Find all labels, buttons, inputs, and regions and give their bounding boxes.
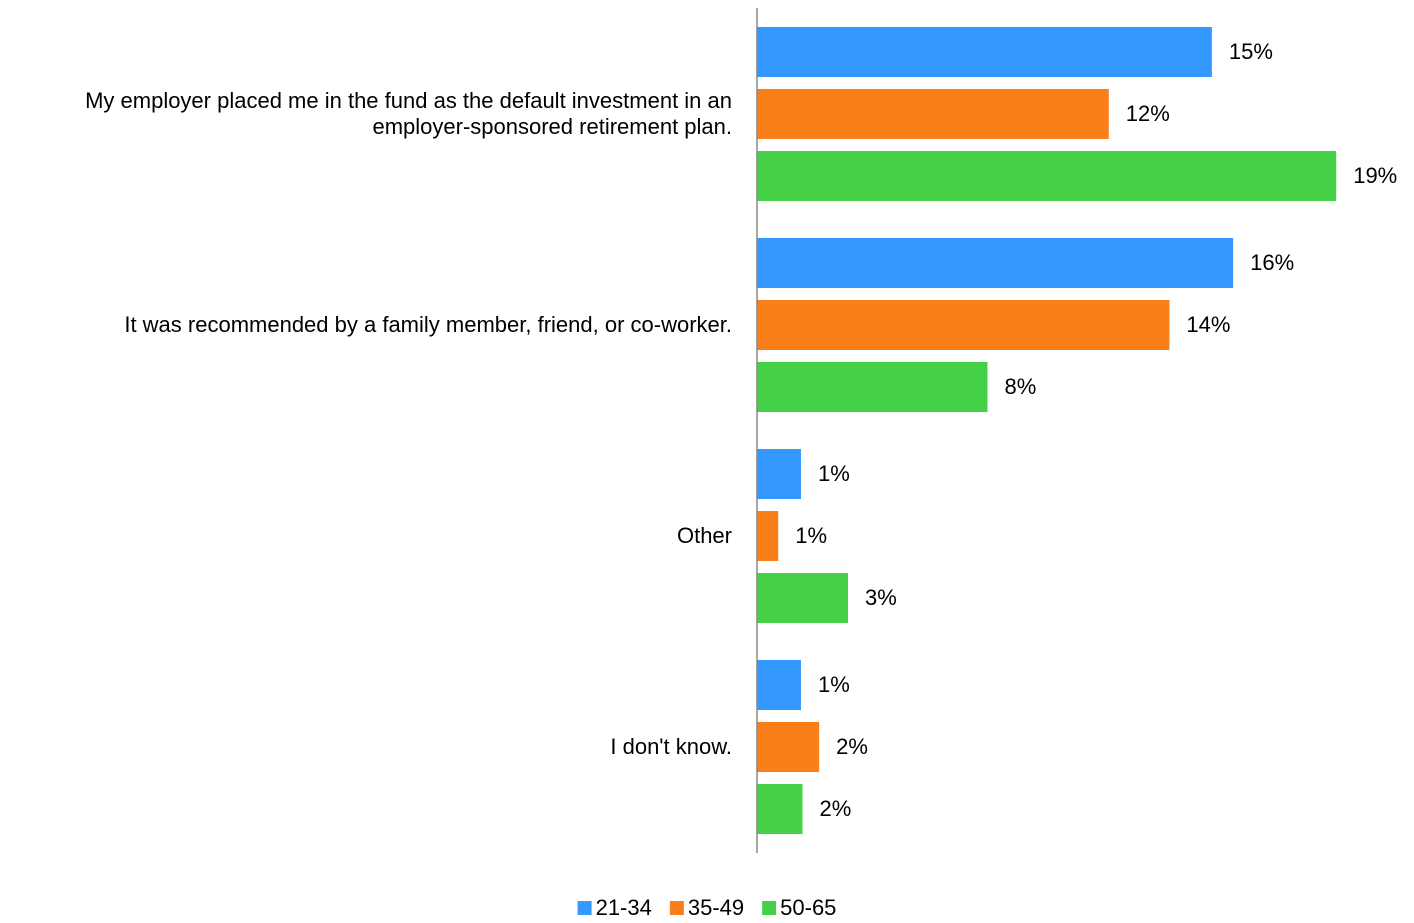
bar xyxy=(757,573,848,623)
y-tick-label: It was recommended by a family member, f… xyxy=(124,312,732,337)
data-label: 19% xyxy=(1353,163,1397,188)
data-label: 16% xyxy=(1250,250,1294,275)
data-label: 1% xyxy=(818,672,850,697)
bar xyxy=(757,151,1337,201)
legend-label: 21-34 xyxy=(596,895,652,920)
y-tick-label: I don't know. xyxy=(610,734,732,759)
data-label: 2% xyxy=(836,734,868,759)
y-tick-label: Other xyxy=(676,523,732,548)
bar xyxy=(757,511,779,561)
data-label: 1% xyxy=(818,461,850,486)
bar xyxy=(757,784,803,834)
data-label: 12% xyxy=(1126,101,1170,126)
legend-swatch xyxy=(669,901,684,915)
bar xyxy=(757,722,820,772)
bar xyxy=(757,27,1212,77)
data-label: 1% xyxy=(795,523,827,548)
data-label: 8% xyxy=(1004,374,1036,399)
bar xyxy=(757,449,801,499)
y-tick-label: My employer placed me in the fund as the… xyxy=(85,88,732,139)
legend-swatch xyxy=(762,901,777,915)
bar xyxy=(757,660,801,710)
data-label: 3% xyxy=(865,585,897,610)
legend-swatch xyxy=(577,901,592,915)
data-label: 2% xyxy=(819,796,851,821)
data-label: 14% xyxy=(1186,312,1230,337)
bar xyxy=(757,300,1170,350)
legend-label: 50-65 xyxy=(780,895,836,920)
bar xyxy=(757,362,988,412)
bar xyxy=(757,238,1234,288)
legend-label: 35-49 xyxy=(688,895,744,920)
data-label: 15% xyxy=(1229,39,1273,64)
bar xyxy=(757,89,1109,139)
